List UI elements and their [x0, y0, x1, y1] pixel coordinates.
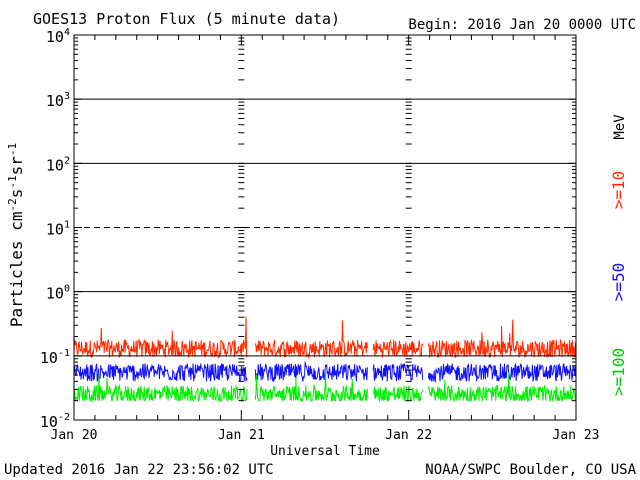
x-tick-label: Jan 22	[385, 428, 432, 443]
series-line-2	[73, 371, 577, 403]
y-axis-label: Particles cm-2s-1sr-1	[6, 143, 26, 327]
x-tick-label: Jan 23	[553, 428, 600, 443]
begin-date: Begin: 2016 Jan 20 0000 UTC	[408, 17, 636, 33]
x-axis-label: Universal Time	[270, 444, 380, 459]
y-tick-label: 10-2	[40, 412, 70, 431]
legend-series-10: >=10	[609, 171, 628, 210]
y-tick-label: 10-1	[40, 348, 70, 367]
y-tick-label: 101	[46, 220, 70, 239]
chart-title: GOES13 Proton Flux (5 minute data)	[33, 10, 340, 28]
unit-label: MeV	[612, 114, 628, 140]
y-tick-label: 102	[46, 155, 70, 174]
data-series	[73, 316, 577, 403]
source-credit: NOAA/SWPC Boulder, CO USA	[425, 462, 636, 478]
grid-lines	[74, 37, 576, 421]
series-line-1	[73, 361, 577, 384]
legend-series-100: >=100	[609, 348, 628, 396]
legend-series-50: >=50	[609, 263, 628, 302]
series-line-0	[73, 316, 577, 360]
y-tick-label: 104	[46, 27, 70, 46]
x-tick-label: Jan 21	[218, 428, 265, 443]
y-tick-label: 103	[46, 91, 70, 110]
updated-timestamp: Updated 2016 Jan 22 23:56:02 UTC	[4, 462, 274, 478]
x-tick-label: Jan 20	[51, 428, 98, 443]
y-tick-label: 100	[46, 284, 70, 303]
